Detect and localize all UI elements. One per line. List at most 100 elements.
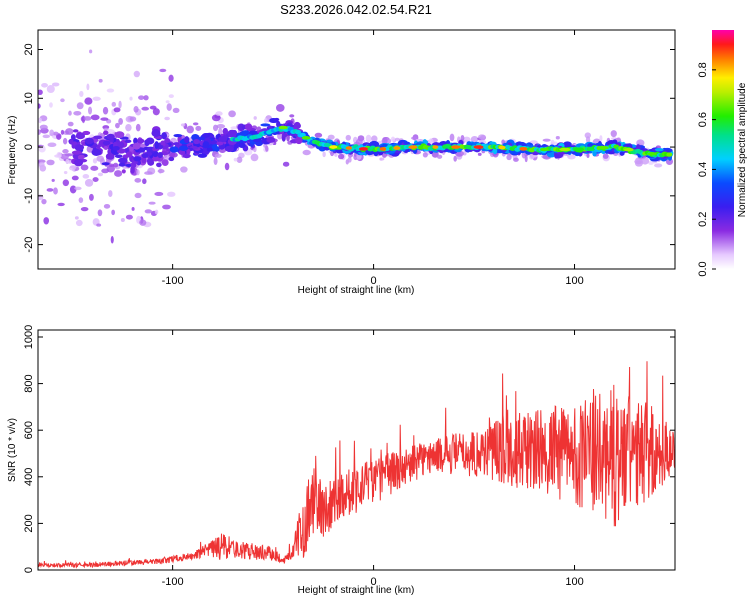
spectrogram-cell (563, 143, 570, 148)
snr-y-tick-label: 200 (23, 514, 35, 532)
spectrogram-cell (238, 142, 246, 148)
snr-series-line (38, 361, 675, 569)
spectrogram-cell (49, 102, 53, 108)
spectrogram-cell (53, 187, 58, 195)
spectrogram-cell (267, 125, 273, 129)
spectrogram-cell (70, 134, 76, 141)
spectrogram-cell (165, 100, 170, 104)
spectrogram-cell (345, 134, 352, 141)
spectrogram-cell (133, 156, 142, 162)
spectrogram-x-ticks: -100 0 100 (162, 30, 584, 287)
spectrogram-cell (253, 116, 257, 120)
spectrogram-cell (108, 190, 113, 197)
spectrogram-cell (263, 118, 268, 124)
spectrogram-cell (192, 122, 199, 126)
spectrogram-cell (168, 156, 175, 162)
spectrogram-cell (358, 147, 369, 151)
spectrogram-cell (224, 145, 234, 152)
spectrogram-cell (76, 102, 84, 110)
spectrogram-cell (103, 146, 109, 150)
spectrogram-cell (379, 157, 385, 161)
spectrogram-cell (214, 153, 222, 158)
spectrogram-cell (84, 137, 94, 145)
spectrogram-cell (42, 134, 50, 139)
snr-panel: -100 0 100 0 200 400 600 800 1000 Height of str… (7, 325, 676, 596)
spectrogram-cell (73, 110, 82, 116)
spectrogram-cell (114, 131, 125, 139)
spectrogram-cell (101, 168, 109, 174)
snr-x-ticks: -100 0 100 (162, 330, 584, 588)
spectrogram-cell (202, 141, 210, 149)
spectrogram-cell (470, 135, 479, 143)
snr-y-label: SNR (10 * v/v) (7, 418, 18, 482)
spectrogram-cell (154, 141, 159, 149)
spectrogram-cell (432, 145, 439, 149)
spectrogram-cell (132, 142, 141, 150)
spectrogram-cell (337, 153, 345, 160)
spectrogram-cell (78, 197, 84, 204)
snr-x-label: Height of straight line (km) (298, 585, 415, 596)
spectrogram-cell (38, 117, 42, 124)
spectrogram-cell (71, 150, 82, 155)
spectrogram-cell (150, 155, 161, 162)
snr-y-tick-label: 1000 (23, 325, 35, 349)
spectrogram-cell (373, 150, 379, 157)
spectrogram-cell (75, 219, 83, 227)
spectrogram-cell (161, 159, 169, 166)
spectrogram-cell (180, 166, 188, 173)
spectrogram-cell (453, 155, 457, 162)
spectrogram-cell (301, 136, 311, 140)
spectrogram-cell (327, 134, 335, 140)
spectrogram-cell (542, 138, 551, 142)
spectrogram-cell (619, 151, 625, 156)
spectrogram-cell (92, 158, 98, 164)
spectrogram-cell (573, 147, 585, 152)
spectrogram-cell (585, 136, 591, 144)
spectrogram-y-tick-label: 10 (23, 92, 35, 104)
spectrogram-cell (102, 140, 111, 146)
spectrogram-cell (46, 85, 55, 93)
spectrogram-cell (182, 153, 191, 159)
colorbar: 0.0 0.2 0.4 0.6 0.8 Normalized spectral ampl… (697, 30, 748, 277)
snr-y-tick-label: 800 (23, 374, 35, 392)
spectrogram-y-tick-label: -20 (23, 237, 35, 253)
snr-y-ticks: 0 200 400 600 800 1000 (23, 325, 675, 573)
spectrogram-cell (215, 111, 223, 116)
spectrogram-cell (89, 193, 94, 201)
spectrogram-cell (131, 207, 135, 211)
snr-y-tick-label: 0 (23, 567, 35, 573)
spectrogram-cell (228, 110, 236, 118)
spectrogram-cell (98, 78, 103, 83)
spectrogram-cell (211, 114, 221, 122)
spectrogram-cell (141, 106, 149, 111)
spectrogram-cell (180, 123, 186, 127)
spectrogram-cell (586, 153, 590, 158)
spectrogram-cell (74, 186, 82, 191)
spectrogram-cell (209, 140, 218, 145)
colorbar-tick-label: 0.0 (697, 261, 709, 276)
spectrogram-cell (92, 96, 101, 101)
spectrogram-cell (62, 137, 68, 145)
spectrogram-cell (550, 139, 555, 145)
colorbar-tick-label: 0.2 (697, 212, 709, 227)
spectrogram-cell (93, 135, 103, 140)
spectrogram-cell (113, 107, 121, 113)
spectrogram-cell (146, 158, 154, 164)
spectrogram-y-ticks: -20 -10 0 10 20 (23, 43, 675, 253)
spectrogram-cell (201, 133, 211, 138)
spectrogram-cell (51, 178, 55, 182)
spectrogram-cell (540, 147, 548, 152)
spectrogram-cell (173, 133, 183, 138)
spectrogram-cell (598, 145, 609, 150)
spectrogram-cell (408, 145, 418, 149)
spectrogram-cell (519, 147, 528, 151)
spectrogram-cell (89, 49, 93, 54)
spectrogram-cell (57, 202, 65, 207)
spectrogram-cell (80, 207, 89, 212)
spectrogram-cell (111, 101, 117, 107)
spectrogram-cell (168, 94, 174, 98)
spectrogram-cell (302, 149, 311, 156)
spectrogram-cell (111, 209, 115, 216)
spectrogram-cell (157, 152, 163, 158)
